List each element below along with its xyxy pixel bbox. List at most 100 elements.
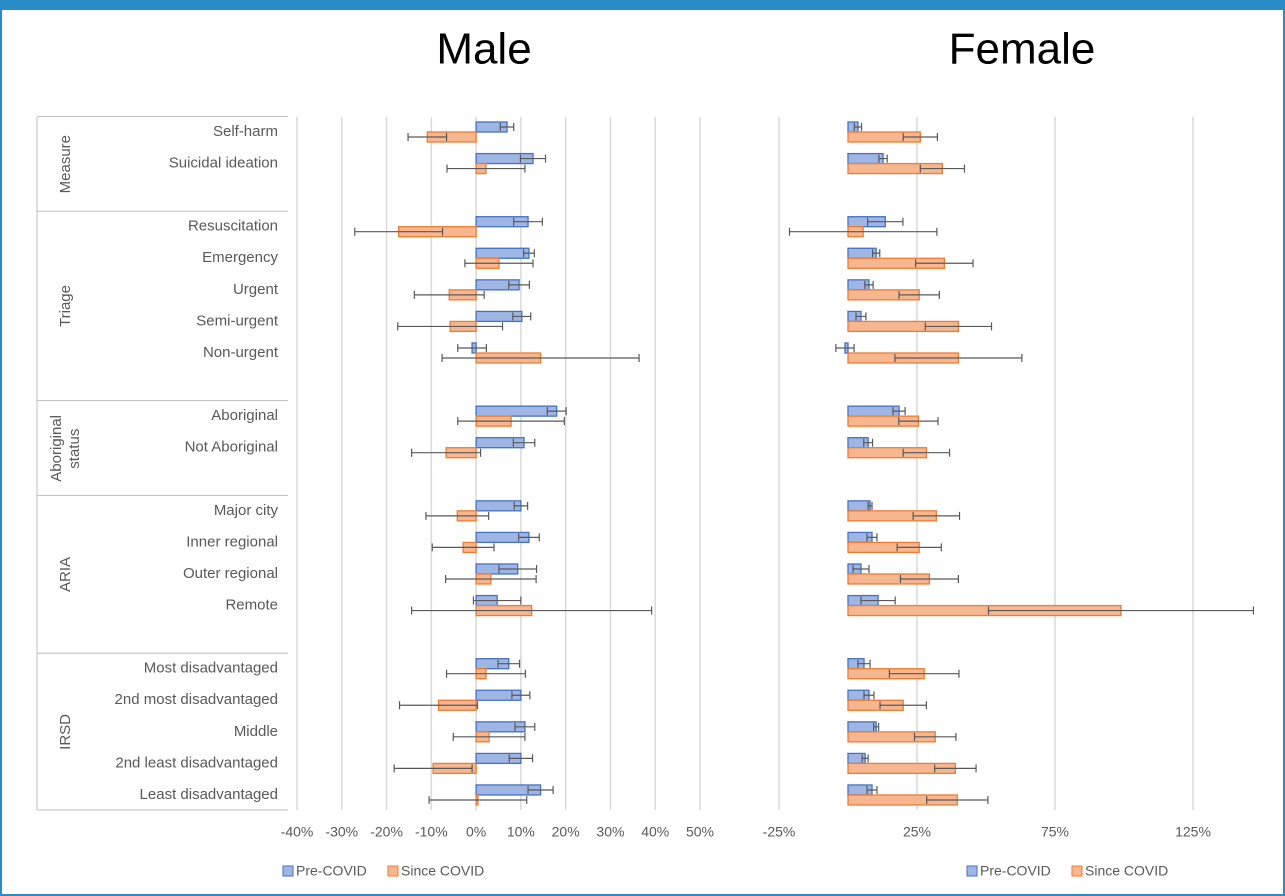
error-bar xyxy=(915,259,974,268)
error-bar xyxy=(522,249,535,258)
group-label: Triage xyxy=(57,284,74,327)
legend-label: Since COVID xyxy=(1085,863,1168,879)
category-label: Resuscitation xyxy=(188,218,278,235)
error-bar xyxy=(445,574,537,583)
bar xyxy=(847,405,900,417)
error-bar xyxy=(866,785,878,794)
x-tick-label: -30% xyxy=(325,824,358,840)
error-bar xyxy=(513,217,543,226)
category-label: 2nd least disadvantaged xyxy=(115,754,278,771)
error-bar xyxy=(497,659,521,668)
category-label: Urgent xyxy=(233,281,279,298)
category-label: Self-harm xyxy=(213,123,278,140)
bar xyxy=(847,152,884,165)
category-label: Least disadvantaged xyxy=(140,786,278,803)
group-label: Aboriginal status xyxy=(48,414,83,482)
category-label: Remote xyxy=(225,597,278,614)
error-bar xyxy=(867,501,873,510)
group-label-box: Aboriginal status xyxy=(37,401,95,496)
error-bar xyxy=(527,785,554,794)
legend-label: Pre-COVID xyxy=(980,863,1051,879)
error-bar xyxy=(902,133,939,141)
legend-swatch xyxy=(1071,865,1083,877)
x-tick-label: 30% xyxy=(596,824,624,840)
error-bar xyxy=(898,417,939,426)
error-bar xyxy=(866,533,878,542)
category-label: Inner regional xyxy=(186,533,278,550)
legend-swatch xyxy=(387,865,399,877)
error-bar xyxy=(987,606,1255,615)
error-bar xyxy=(879,701,927,710)
error-bar xyxy=(428,795,528,804)
error-bar xyxy=(546,407,567,416)
error-bar xyxy=(518,533,540,542)
error-bar xyxy=(398,701,479,710)
error-bar xyxy=(512,438,536,447)
category-label: Suicidal ideation xyxy=(169,155,278,172)
error-bar xyxy=(873,722,880,731)
category-label: Middle xyxy=(234,723,278,740)
error-bar xyxy=(934,764,977,773)
category-label: Aboriginal xyxy=(211,407,278,424)
group-label-box: Measure xyxy=(37,117,95,212)
legend-swatch xyxy=(966,865,978,877)
bar xyxy=(475,247,530,259)
x-tick-label: 25% xyxy=(903,824,931,840)
legend-label: Since COVID xyxy=(401,863,484,879)
error-bar xyxy=(853,123,863,131)
error-bar xyxy=(452,732,526,741)
error-bar xyxy=(499,123,515,131)
panel-title: Male xyxy=(436,25,531,74)
error-bar xyxy=(425,511,490,520)
error-bar xyxy=(457,343,488,352)
error-bar xyxy=(441,353,640,362)
bar xyxy=(847,247,877,259)
category-label: Major city xyxy=(214,502,279,519)
panel-title: Female xyxy=(949,25,1096,74)
x-tick-label: 125% xyxy=(1175,824,1211,840)
group-label: ARIA xyxy=(57,556,74,592)
error-bar xyxy=(919,164,966,173)
error-bar xyxy=(512,312,532,321)
error-bar xyxy=(902,448,951,457)
group-label-box: ARIA xyxy=(37,495,95,653)
error-bar xyxy=(407,133,448,141)
error-bar xyxy=(431,543,495,552)
category-label: Emergency xyxy=(202,249,278,266)
error-bar xyxy=(464,259,534,268)
error-bar xyxy=(852,564,870,573)
error-bar xyxy=(498,564,538,573)
error-bar xyxy=(835,343,855,352)
bar xyxy=(847,500,871,512)
error-bar xyxy=(446,164,526,173)
error-bar xyxy=(513,501,529,510)
error-bar xyxy=(861,754,869,763)
error-bar xyxy=(878,154,888,163)
error-bar xyxy=(866,217,904,226)
error-bar xyxy=(896,543,942,552)
x-tick-label: 50% xyxy=(686,824,714,840)
error-bar xyxy=(913,732,957,741)
error-bar xyxy=(863,691,875,700)
error-bar xyxy=(855,312,867,321)
category-label: 2nd most disadvantaged xyxy=(115,691,278,708)
category-label: Most disadvantaged xyxy=(144,660,278,677)
legend-label: Pre-COVID xyxy=(296,863,367,879)
error-bar xyxy=(860,596,896,605)
x-tick-label: 20% xyxy=(552,824,580,840)
error-bar xyxy=(871,249,881,258)
top-bar xyxy=(0,0,1285,10)
error-bar xyxy=(411,606,653,615)
x-tick-label: -25% xyxy=(763,824,796,840)
x-tick-label: -20% xyxy=(370,824,403,840)
x-tick-label: -40% xyxy=(281,824,314,840)
category-label: Not Aboriginal xyxy=(185,439,278,456)
error-bar xyxy=(519,154,547,163)
category-label: Outer regional xyxy=(183,565,278,582)
error-bar xyxy=(445,669,526,678)
x-tick-label: 0% xyxy=(466,824,486,840)
error-bar xyxy=(892,407,906,416)
frame-left xyxy=(0,0,2,896)
bar xyxy=(847,721,877,733)
